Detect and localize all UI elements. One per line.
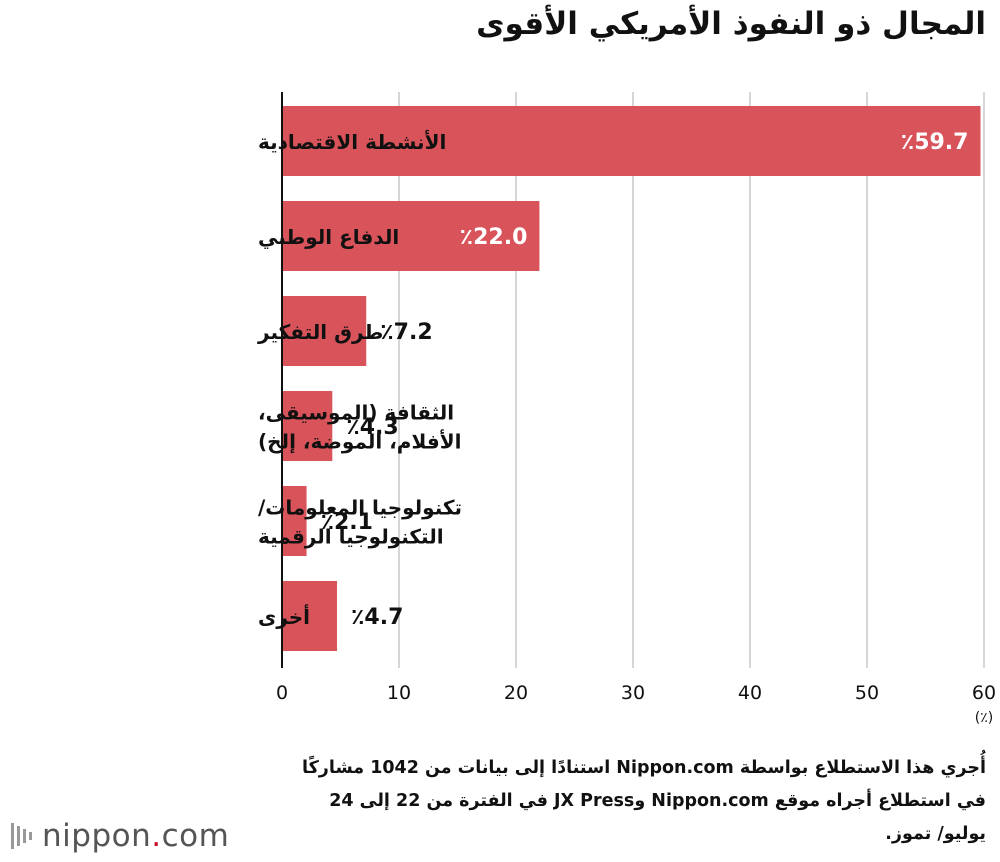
nippon-logo-icon	[11, 823, 32, 849]
x-tick-label: 40	[738, 682, 762, 704]
logo-dot: .	[151, 818, 162, 854]
bar-value-label: ٪2.1	[321, 510, 373, 535]
category-label: الأنشطة الاقتصادية	[258, 129, 446, 154]
grid-lines	[398, 92, 985, 668]
bar-chart: 0 10 20 30 40 50 60 (٪) ٪59.7 الأنشطة الاقتصادية ٪…	[257, 92, 996, 726]
logo-name: nippon	[42, 818, 152, 854]
nippon-logo[interactable]: nippon.com	[8, 818, 229, 854]
bar-value-label: ٪7.2	[380, 320, 432, 345]
survey-note: أُجري هذا الاستطلاع بواسطة Nippon.com اس…	[302, 758, 986, 844]
x-tick-label: 10	[387, 682, 411, 704]
logo-text: nippon.com	[42, 818, 229, 854]
category-label: الثقافة (الموسيقى،	[258, 401, 454, 425]
bar-value-label: ٪22.0	[460, 225, 528, 250]
bar	[282, 391, 333, 461]
bar-value-label: ٪4.3	[346, 415, 398, 440]
x-tick-label: 30	[621, 682, 645, 704]
category-label: تكنولوجيا المعلومات/	[258, 496, 462, 520]
x-axis-unit: (٪)	[975, 710, 993, 726]
bar-value-label: ٪59.7	[901, 130, 969, 155]
x-tick-label: 20	[504, 682, 528, 704]
logo-suffix: com	[161, 818, 230, 854]
category-label: الدفاع الوطني	[258, 225, 399, 250]
category-label: التكنولوجيا الرقمية	[258, 525, 444, 549]
bar	[282, 486, 307, 556]
category-label: طرق التفكير	[257, 320, 383, 344]
bar-value-label: ٪4.7	[351, 605, 403, 630]
bar	[282, 106, 981, 176]
bars	[282, 106, 981, 651]
category-label: أخرى	[258, 603, 310, 629]
bar	[282, 581, 337, 651]
bar	[282, 296, 367, 366]
x-tick-label: 50	[855, 682, 879, 704]
chart-title: المجال ذو النفوذ الأمريكي الأقوى	[476, 6, 986, 42]
x-tick-label: 60	[972, 682, 996, 704]
category-label: الأفلام، الموضة، إلخ)	[258, 429, 462, 454]
labels: 0 10 20 30 40 50 60 (٪) ٪59.7 الأنشطة الاقتصادية ٪…	[257, 129, 996, 726]
x-tick-label: 0	[276, 682, 288, 704]
bar	[282, 201, 540, 271]
